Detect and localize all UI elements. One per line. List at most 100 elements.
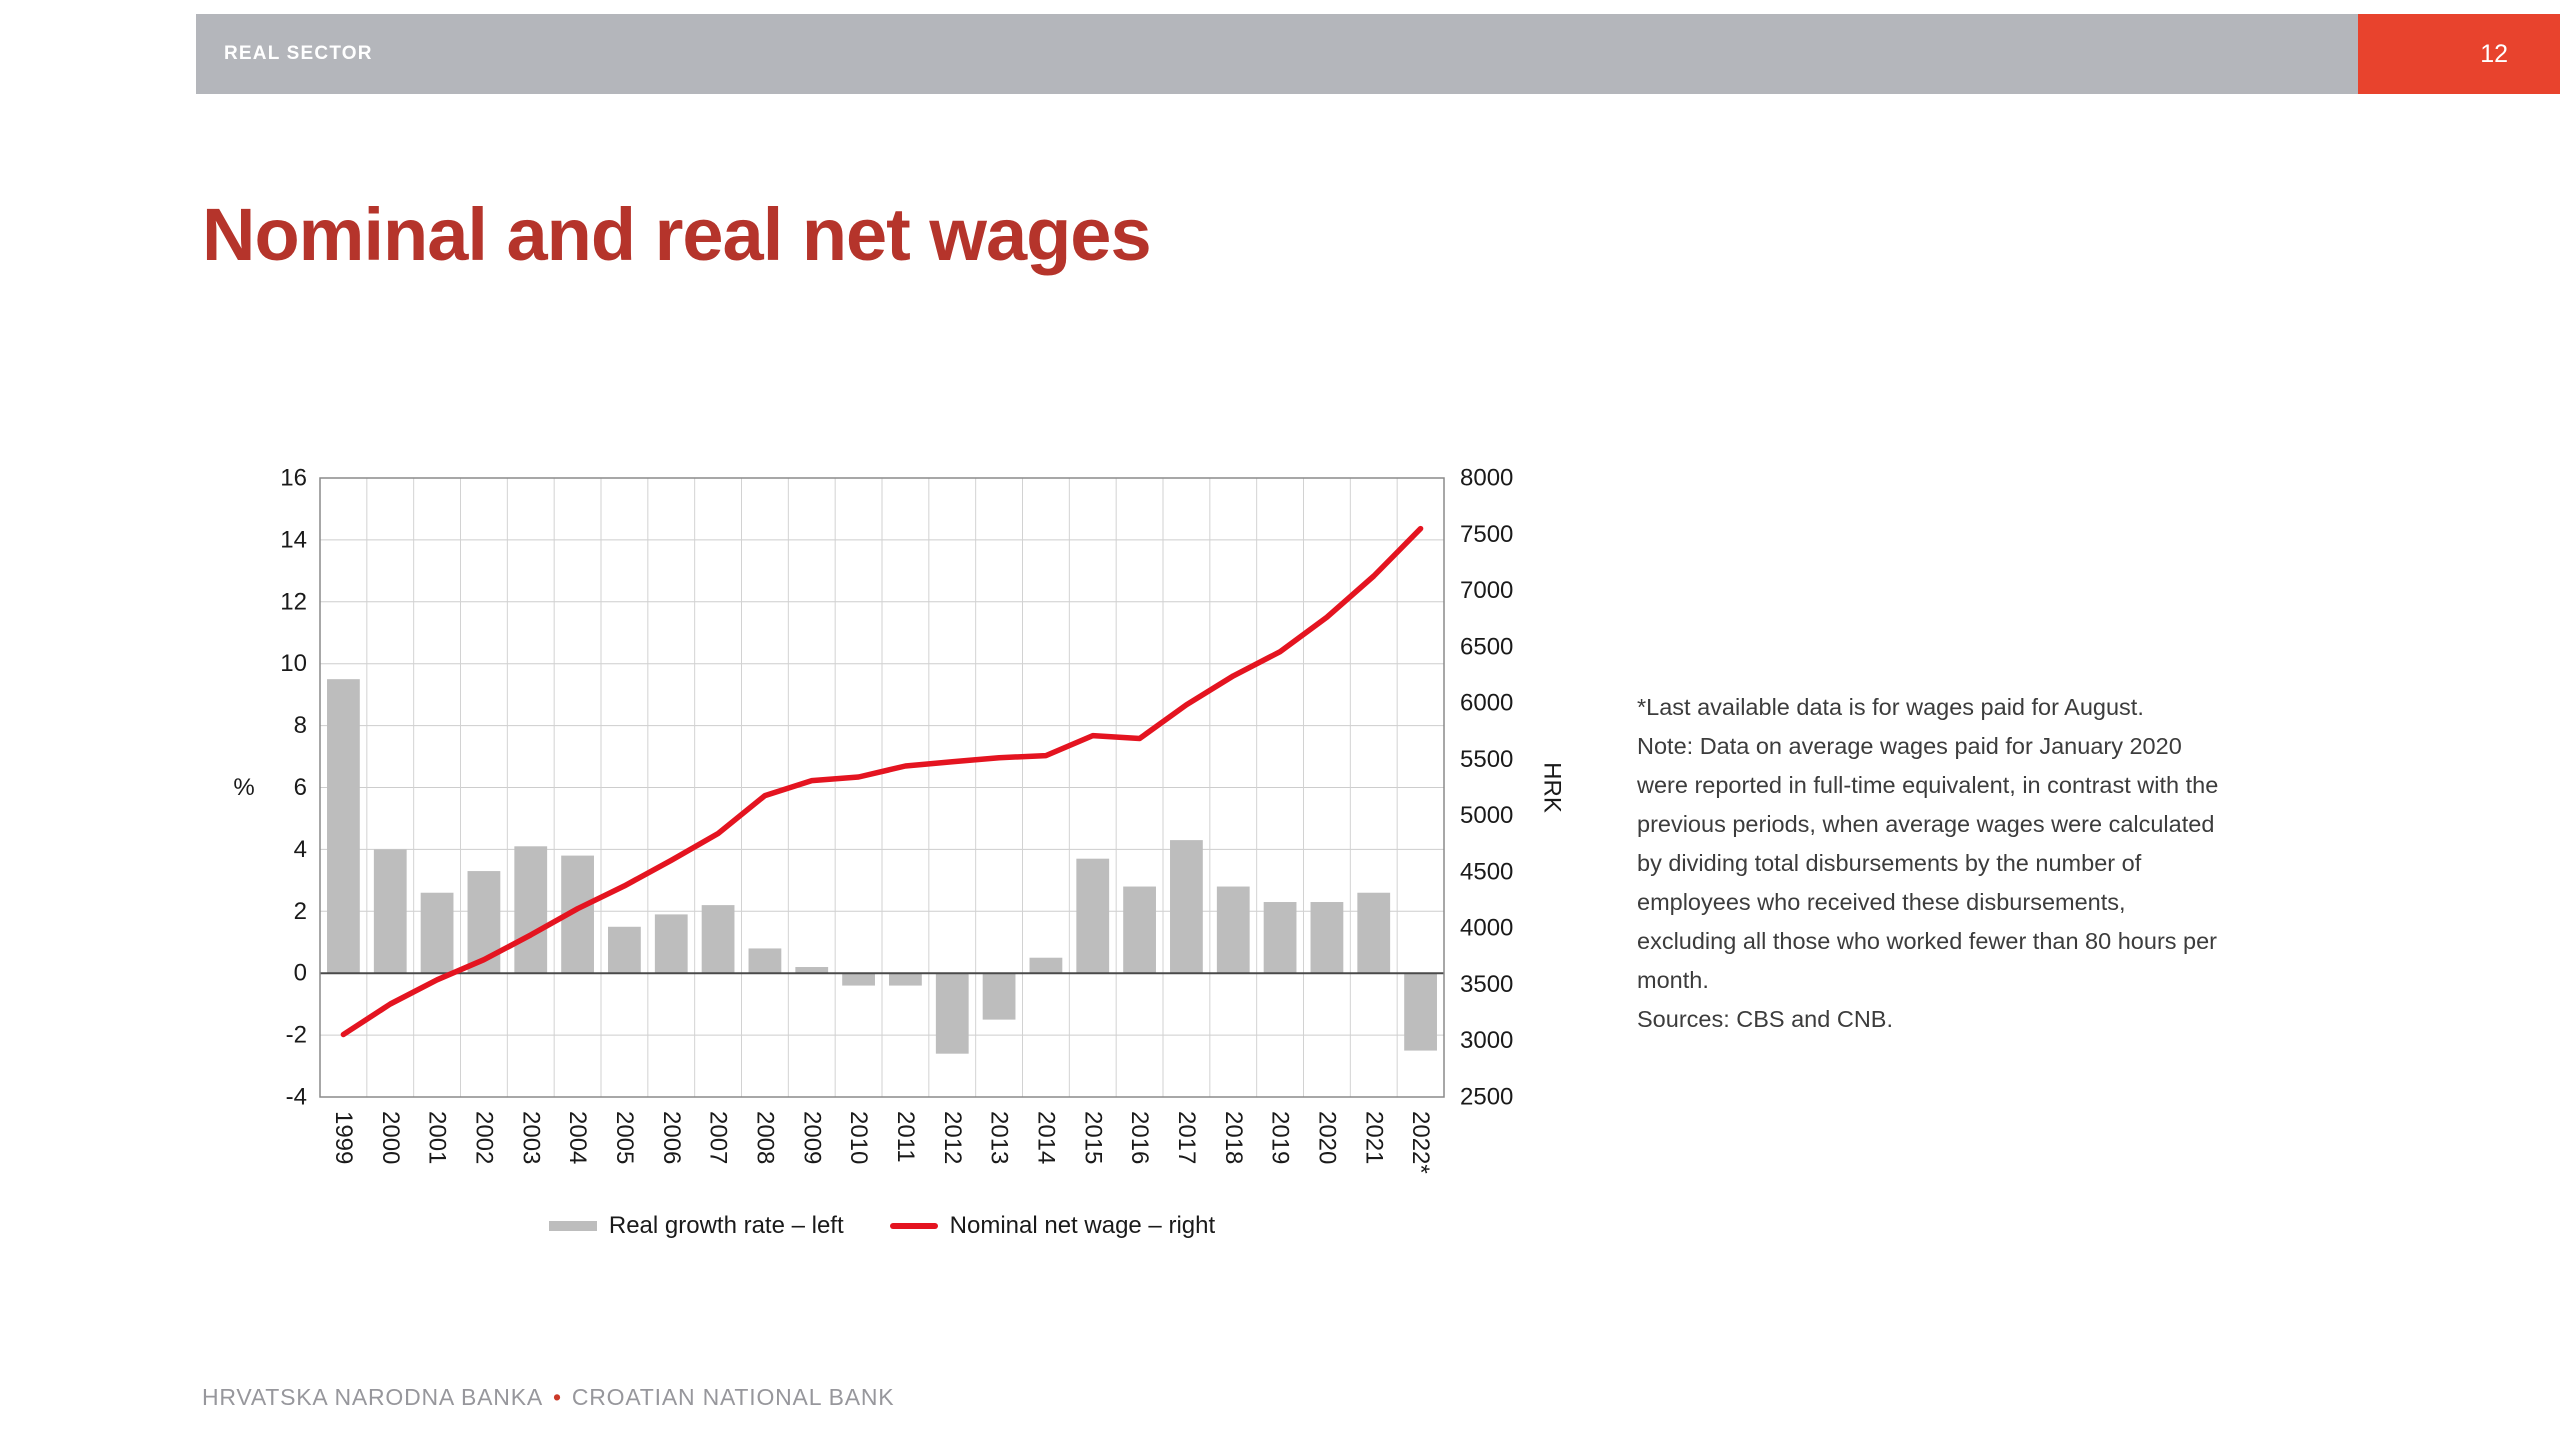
- svg-text:2009: 2009: [798, 1111, 825, 1164]
- bar-2000: [373, 849, 407, 974]
- svg-text:4000: 4000: [1460, 915, 1513, 942]
- bar-2014: [1029, 957, 1063, 974]
- footer-separator-dot: •: [552, 1384, 562, 1410]
- svg-text:2012: 2012: [939, 1111, 966, 1164]
- svg-text:2022*: 2022*: [1407, 1111, 1434, 1174]
- svg-text:2017: 2017: [1173, 1111, 1200, 1164]
- note-line: *Last available data is for wages paid f…: [1637, 694, 2144, 720]
- bar-2021: [1357, 892, 1391, 974]
- footer-bank-en: CROATIAN NATIONAL BANK: [571, 1384, 895, 1410]
- wages-chart-svg: 16 14 12 10 8 6 4 2 0 -2 -4 8000 7500 7000 6500 6000 550…: [233, 465, 1566, 1174]
- svg-text:10: 10: [280, 650, 307, 677]
- bar-2019: [1263, 902, 1297, 974]
- right-axis-unit: HRK: [1539, 762, 1566, 813]
- nominal-wage-line: [340, 525, 1424, 1038]
- section-label: REAL SECTOR: [224, 43, 373, 64]
- bar-2011: [889, 973, 922, 986]
- bar-2010: [842, 973, 875, 986]
- svg-text:2015: 2015: [1079, 1111, 1106, 1164]
- svg-text:4500: 4500: [1460, 858, 1513, 885]
- plot-border: [319, 477, 1445, 1098]
- bar-2015: [1076, 858, 1110, 974]
- svg-text:2006: 2006: [658, 1111, 685, 1164]
- svg-text:2020: 2020: [1313, 1111, 1340, 1164]
- svg-text:2014: 2014: [1032, 1111, 1059, 1164]
- bar-2008: [748, 948, 782, 974]
- bar-2005: [608, 926, 641, 974]
- footer-bank-hr: HRVATSKA NARODNA BANKA: [202, 1384, 543, 1410]
- chart-legend: Real growth rate – left Nominal net wage…: [320, 1204, 1444, 1248]
- svg-text:2013: 2013: [986, 1111, 1013, 1164]
- svg-text:2002: 2002: [470, 1111, 497, 1164]
- page-title: Nominal and real net wages: [202, 192, 1152, 276]
- svg-text:7000: 7000: [1460, 577, 1513, 604]
- svg-text:2011: 2011: [892, 1111, 919, 1163]
- bar-1999: [327, 679, 360, 974]
- svg-text:8000: 8000: [1460, 465, 1513, 492]
- legend-item-nominal-wage: Nominal net wage – right: [889, 1212, 1216, 1240]
- bar-2012: [935, 973, 969, 1054]
- svg-text:2007: 2007: [705, 1111, 732, 1164]
- svg-text:2004: 2004: [564, 1111, 591, 1164]
- bar-2020: [1310, 902, 1344, 974]
- bar-2001: [420, 892, 454, 974]
- svg-text:2500: 2500: [1460, 1084, 1513, 1111]
- note-line: by dividing total disbursements by the n…: [1637, 850, 2142, 876]
- svg-text:-4: -4: [286, 1084, 307, 1111]
- svg-text:2000: 2000: [377, 1111, 404, 1164]
- header-bar: REAL SECTOR: [196, 14, 2560, 94]
- legend-item-real-growth: Real growth rate – left: [548, 1212, 844, 1240]
- note-line: Sources: CBS and CNB.: [1637, 1006, 1893, 1032]
- svg-text:14: 14: [280, 526, 307, 553]
- bar-2009: [795, 967, 829, 974]
- note-line: were reported in full-time equivalent, i…: [1637, 772, 2219, 798]
- bar-series-swatch: [548, 1221, 597, 1231]
- bar-2003: [514, 846, 548, 974]
- svg-text:2: 2: [294, 898, 307, 925]
- svg-text:2016: 2016: [1126, 1111, 1153, 1164]
- bar-2013: [982, 973, 1016, 1020]
- svg-text:5000: 5000: [1460, 802, 1513, 829]
- x-axis-year-labels: 1999 2000 2001 2002 2003 2004 2005 2006 2007 2008…: [330, 1111, 1434, 1174]
- bar-2018: [1216, 886, 1250, 974]
- real-growth-bars: [327, 679, 1437, 1054]
- svg-text:2021: 2021: [1360, 1111, 1387, 1164]
- line-series-swatch: [889, 1223, 938, 1229]
- svg-text:6000: 6000: [1460, 690, 1513, 717]
- bar-2006: [654, 914, 688, 974]
- chart-gridlines: [320, 477, 1444, 1098]
- footer: HRVATSKA NARODNA BANKA • CROATIAN NATIONAL…: [202, 1384, 894, 1411]
- bar-2016: [1123, 886, 1156, 974]
- svg-text:16: 16: [280, 465, 307, 492]
- svg-text:4: 4: [294, 836, 307, 863]
- svg-text:1999: 1999: [330, 1111, 357, 1164]
- svg-text:-2: -2: [286, 1022, 307, 1049]
- left-axis-ticks: 16 14 12 10 8 6 4 2 0 -2 -4: [280, 465, 307, 1111]
- note-line: Note: Data on average wages paid for Jan…: [1637, 733, 2182, 759]
- svg-text:2005: 2005: [611, 1111, 638, 1164]
- svg-text:12: 12: [280, 588, 307, 615]
- svg-text:2001: 2001: [424, 1111, 451, 1164]
- legend-label: Nominal net wage – right: [949, 1212, 1216, 1239]
- svg-text:0: 0: [294, 960, 307, 987]
- page-number-block: 12: [2358, 14, 2560, 94]
- svg-text:2003: 2003: [517, 1111, 544, 1164]
- right-axis-ticks: 8000 7500 7000 6500 6000 5500 5000 4500 4000 3500…: [1460, 465, 1513, 1111]
- svg-text:8: 8: [294, 712, 307, 739]
- note-block: *Last available data is for wages paid f…: [1637, 688, 2218, 1039]
- svg-text:2008: 2008: [751, 1111, 778, 1164]
- svg-text:3500: 3500: [1460, 971, 1513, 998]
- svg-text:2018: 2018: [1220, 1111, 1247, 1164]
- bar-2017: [1170, 840, 1203, 974]
- note-line: month.: [1637, 967, 1709, 993]
- note-line: employees who received these disbursemen…: [1637, 889, 2126, 915]
- svg-text:7500: 7500: [1460, 521, 1513, 548]
- svg-text:3000: 3000: [1460, 1027, 1513, 1054]
- svg-text:2019: 2019: [1267, 1111, 1294, 1164]
- bar-2022*: [1404, 973, 1437, 1051]
- legend-label: Real growth rate – left: [608, 1212, 844, 1239]
- svg-text:6: 6: [294, 774, 307, 801]
- svg-text:6500: 6500: [1460, 633, 1513, 660]
- svg-text:5500: 5500: [1460, 746, 1513, 773]
